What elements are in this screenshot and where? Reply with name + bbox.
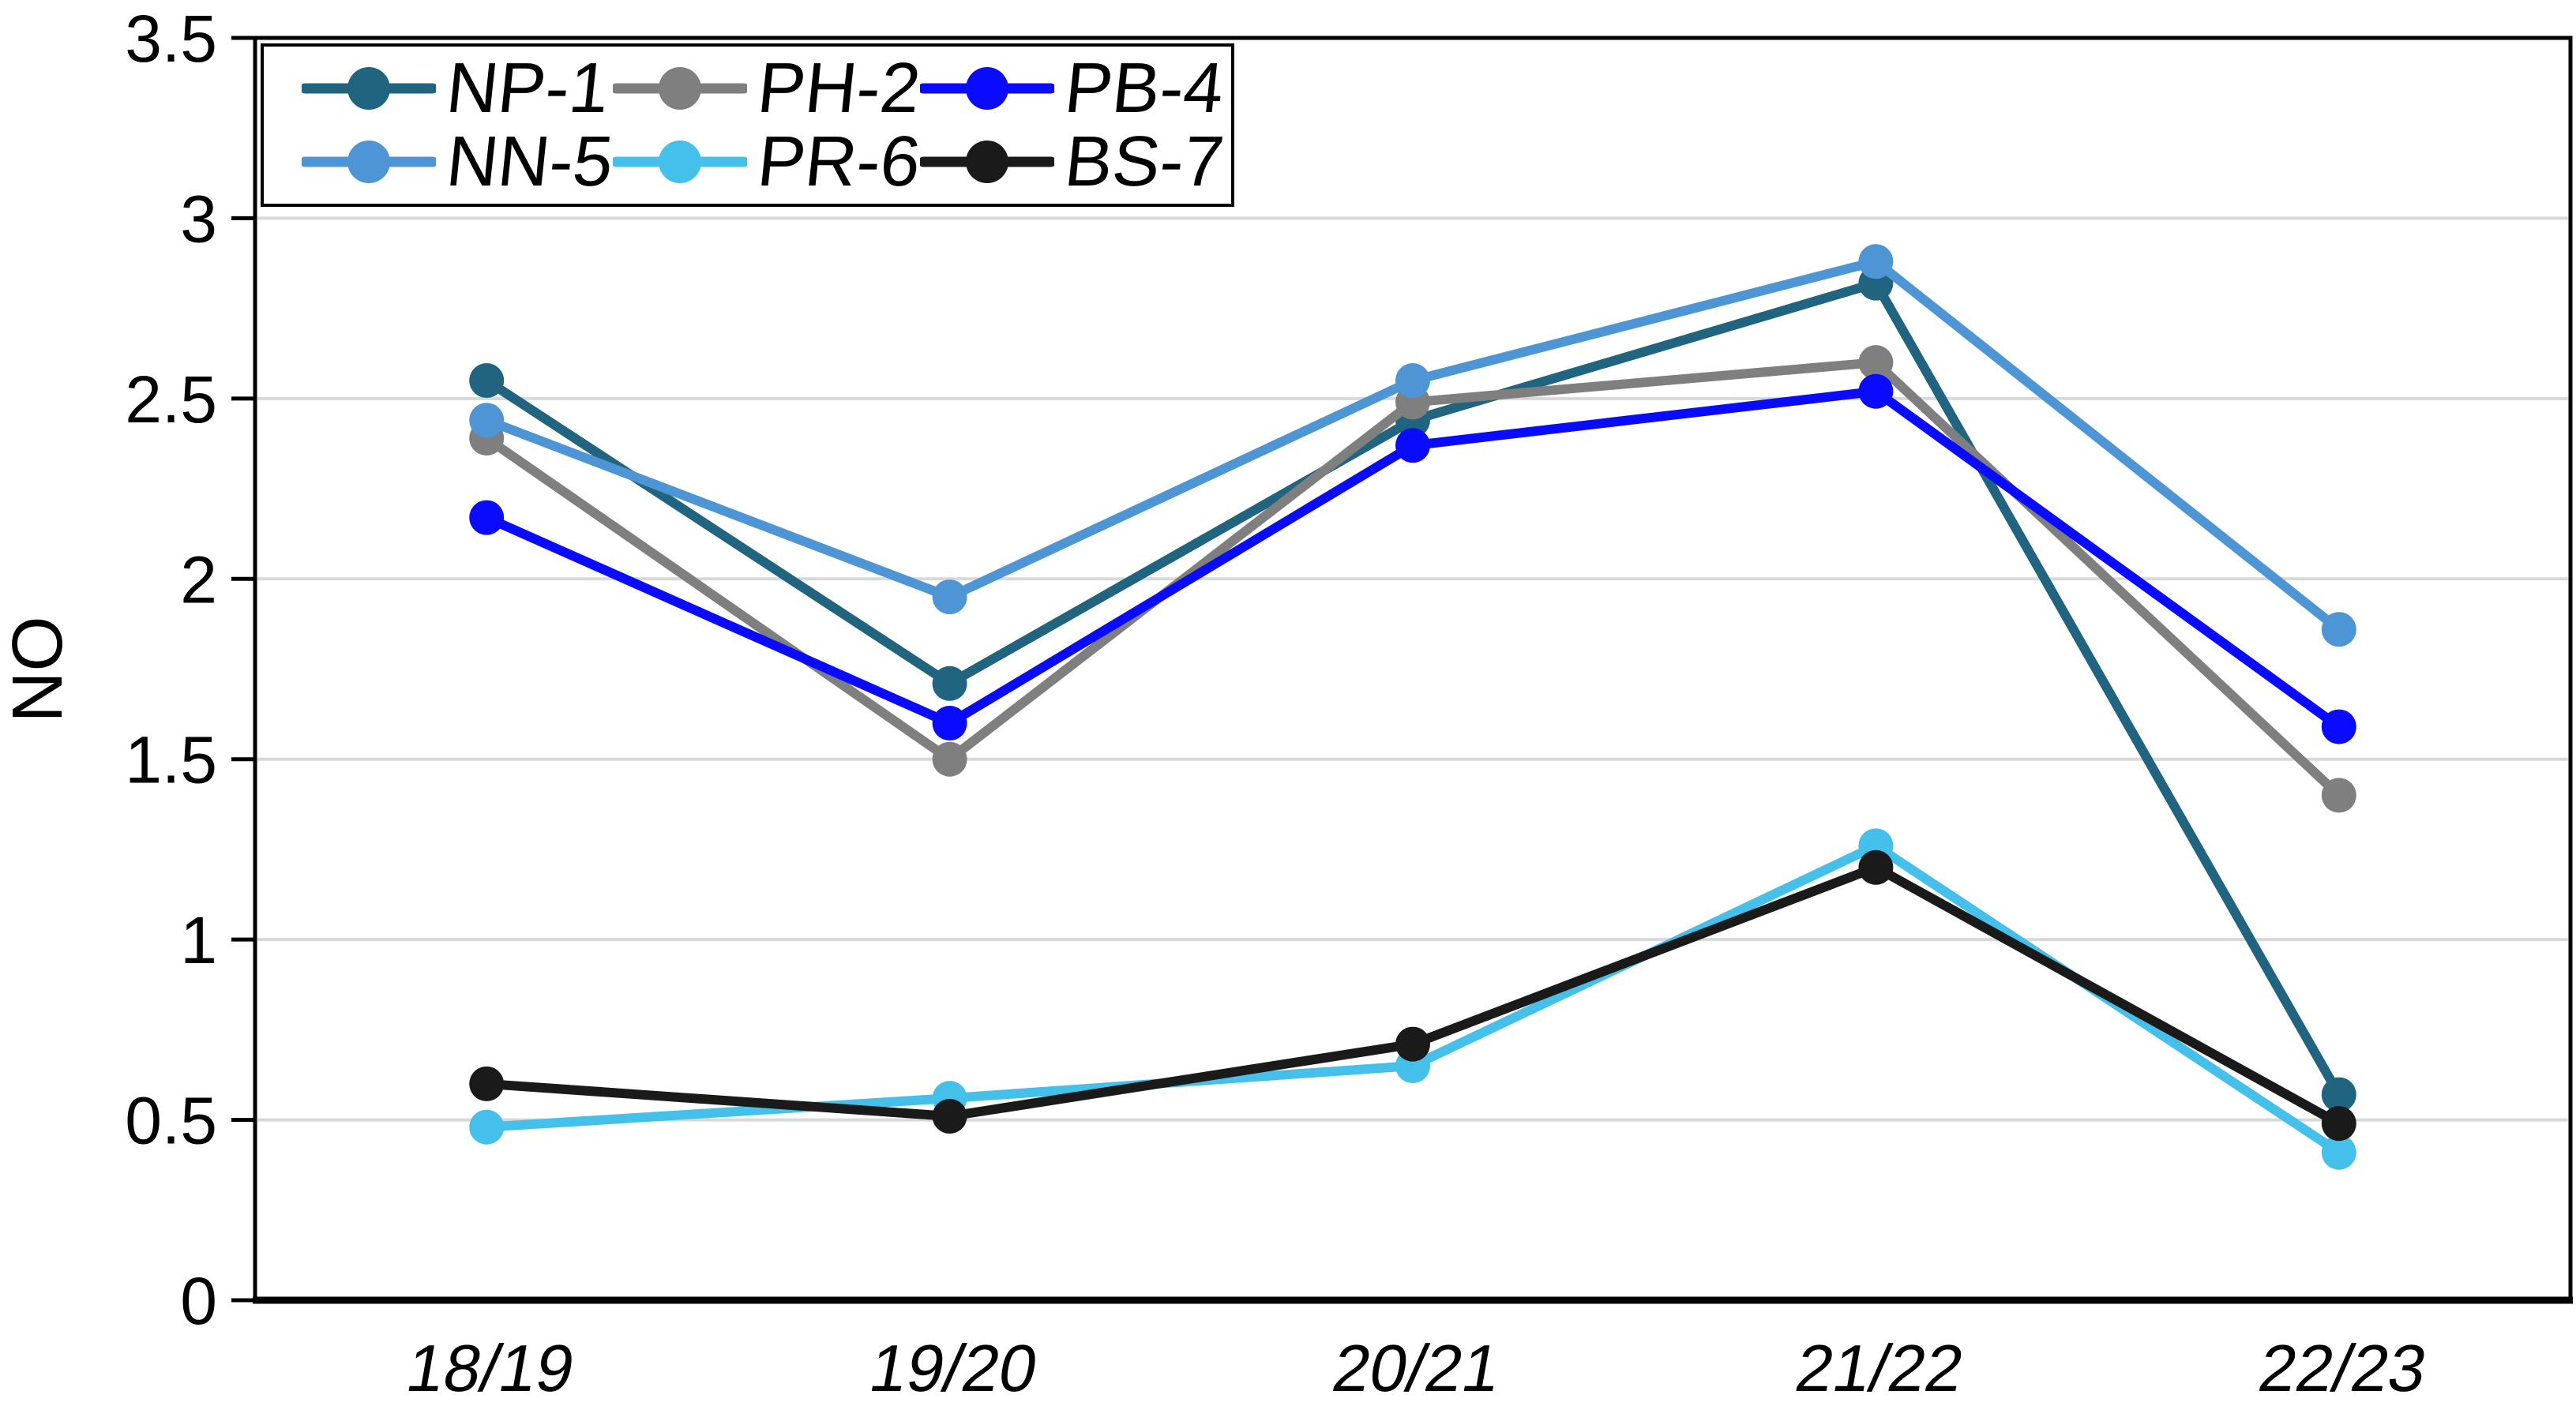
x-tick-label: 22/23 (2254, 1331, 2433, 1405)
legend-label: NN-5 (442, 122, 618, 202)
legend-item-PR-6: PR-6 (613, 122, 924, 201)
data-point-PR-6-22/23 (2321, 1134, 2356, 1170)
legend-item-NN-5: NN-5 (302, 122, 618, 202)
data-point-PH-2-21/22 (1858, 345, 1894, 381)
y-axis-title: NO (0, 617, 77, 723)
x-tick-label: 20/21 (1327, 1331, 1507, 1405)
data-point-NP-1-19/20 (932, 666, 967, 701)
legend-item-PB-4: PB-4 (920, 49, 1227, 128)
legend-label: PR-6 (753, 122, 925, 202)
data-point-NN-5-19/20 (932, 579, 967, 615)
data-point-PB-4-19/20 (932, 706, 967, 741)
legend-item-BS-7: BS-7 (920, 122, 1227, 201)
legend-label: NP-1 (442, 48, 614, 128)
data-point-PH-2-19/20 (932, 741, 967, 777)
data-point-BS-7-22/23 (2321, 1106, 2356, 1142)
data-point-PB-4-20/21 (1395, 428, 1430, 463)
data-point-BS-7-18/19 (469, 1066, 505, 1101)
data-point-NP-1-18/19 (469, 363, 505, 399)
y-tick-label: 1 (180, 903, 217, 977)
legend-label: BS-7 (1061, 122, 1228, 202)
data-point-NN-5-20/21 (1395, 363, 1430, 399)
legend-item-PH-2: PH-2 (613, 49, 924, 128)
y-tick-label: 0.5 (125, 1084, 217, 1158)
y-tick-label: 2 (180, 542, 217, 617)
legend-marker-icon (613, 66, 748, 110)
legend-marker-icon (302, 66, 436, 110)
data-point-NN-5-22/23 (2321, 612, 2356, 647)
legend-item-NP-1: NP-1 (302, 48, 614, 128)
y-tick-label: 1.5 (125, 723, 217, 797)
legend-marker-icon (920, 141, 1055, 184)
series-line-BS-7 (482, 862, 2344, 1129)
data-point-PH-2-22/23 (2321, 778, 2356, 813)
legend-label: PH-2 (753, 48, 925, 128)
data-point-BS-7-21/22 (1858, 849, 1894, 885)
y-tick-label: 3.5 (125, 2, 217, 76)
data-point-PB-4-21/22 (1858, 373, 1894, 409)
data-point-NP-1-22/23 (2321, 1077, 2356, 1112)
x-tick-label: 21/22 (1790, 1331, 1970, 1405)
legend-marker-icon (920, 66, 1055, 110)
legend-marker-icon (302, 141, 436, 184)
x-tick-label: 19/20 (864, 1331, 1043, 1405)
y-tick-label: 3 (180, 182, 217, 256)
data-point-NN-5-21/22 (1858, 244, 1894, 279)
chart-legend: NP-1 PH-2 PB-4 NN-5 PR-6 BS-7 (261, 43, 1234, 207)
data-point-PB-4-22/23 (2321, 709, 2356, 744)
x-tick-label: 18/19 (401, 1331, 580, 1405)
plot-border (253, 36, 2573, 1303)
data-point-NN-5-18/19 (469, 403, 505, 438)
y-tick-label: 0 (180, 1264, 217, 1338)
legend-marker-icon (613, 141, 748, 184)
legend-label: PB-4 (1061, 48, 1228, 128)
data-point-PB-4-18/19 (469, 500, 505, 535)
y-tick-label: 2.5 (125, 362, 217, 437)
data-point-BS-7-20/21 (1395, 1026, 1430, 1062)
data-point-PR-6-18/19 (469, 1109, 505, 1145)
data-point-BS-7-19/20 (932, 1099, 967, 1134)
